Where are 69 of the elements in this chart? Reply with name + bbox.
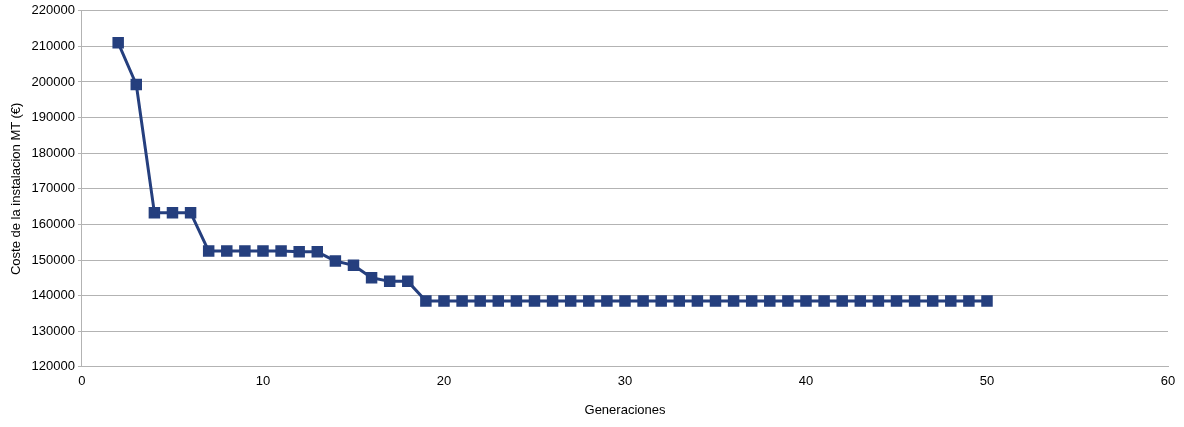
point [438, 295, 450, 307]
point [673, 295, 686, 307]
point [945, 295, 957, 307]
point [112, 37, 124, 49]
point [601, 295, 613, 307]
y-axis-title: Coste de la instalacion MT (€) [8, 102, 24, 276]
x-tick-label: 50 [979, 373, 995, 389]
point [510, 295, 523, 307]
point [764, 295, 776, 307]
point [528, 295, 541, 307]
point [854, 295, 867, 307]
y-tick-label: 220000 [31, 2, 75, 18]
point [130, 78, 143, 91]
point [492, 295, 505, 307]
x-tick-label: 20 [436, 373, 452, 389]
point [818, 295, 830, 307]
point [202, 245, 215, 257]
y-tick-label: 160000 [31, 215, 75, 231]
point [691, 295, 704, 307]
y-tick-label: 170000 [31, 180, 75, 196]
point [257, 245, 269, 257]
y-tick-label: 120000 [31, 358, 75, 374]
point [890, 295, 903, 307]
point [221, 245, 233, 257]
point [872, 295, 885, 307]
x-tick-label: 10 [255, 373, 271, 389]
point [420, 295, 432, 307]
point [655, 295, 667, 307]
point [166, 206, 179, 219]
point [619, 295, 631, 307]
point [239, 245, 251, 257]
y-tick-label: 180000 [31, 144, 75, 160]
point [583, 295, 595, 307]
y-tick-label: 210000 [31, 37, 75, 53]
point [402, 275, 414, 288]
point [745, 295, 758, 307]
point [981, 295, 993, 307]
point [836, 295, 848, 307]
point [456, 295, 468, 307]
point [347, 259, 360, 272]
y-tick-label: 140000 [31, 287, 75, 303]
point [148, 206, 161, 219]
point [709, 295, 722, 307]
point [275, 245, 287, 257]
point [926, 295, 939, 307]
x-axis-title: Generaciones [584, 401, 666, 417]
point [293, 246, 305, 258]
y-tick-label: 130000 [31, 322, 75, 338]
point [800, 295, 812, 307]
point [727, 295, 740, 307]
point [564, 295, 577, 307]
point [546, 295, 559, 307]
point [908, 295, 921, 307]
point [474, 295, 486, 307]
point [963, 295, 975, 307]
point [365, 272, 378, 284]
point [782, 295, 794, 307]
point [184, 206, 197, 219]
point [329, 255, 342, 267]
y-tick-label: 150000 [31, 251, 75, 267]
x-tick-label: 40 [798, 373, 814, 389]
x-tick-label: 0 [78, 373, 86, 389]
point [637, 295, 649, 307]
y-tick-label: 190000 [31, 109, 75, 125]
point [383, 275, 396, 288]
point [311, 246, 324, 258]
x-tick-label: 60 [1160, 373, 1176, 389]
y-tick-label: 200000 [31, 73, 75, 89]
x-tick-label: 30 [617, 373, 633, 389]
